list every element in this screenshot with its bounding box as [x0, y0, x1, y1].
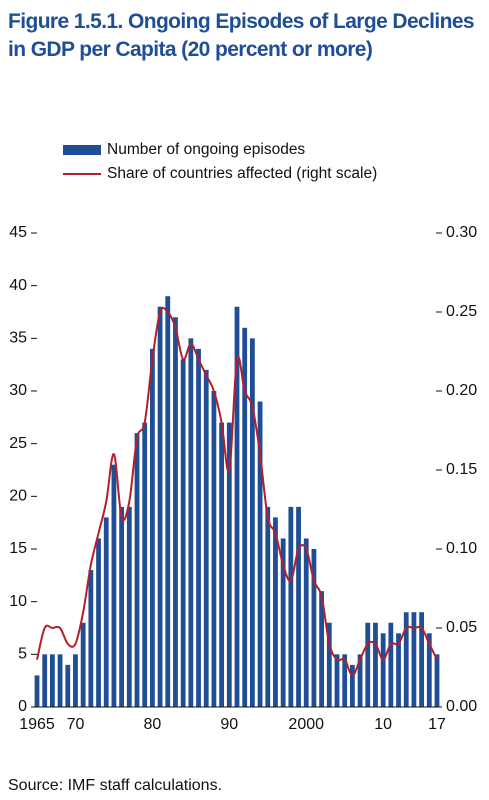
bar — [334, 654, 340, 707]
bar — [249, 338, 255, 707]
y2-tick-label: 0.25 — [446, 303, 477, 320]
legend-label: Number of ongoing episodes — [107, 141, 305, 158]
bar — [242, 327, 248, 707]
y-tick-label: 45 — [9, 224, 27, 241]
bar — [342, 654, 348, 707]
bar — [434, 654, 440, 707]
bar — [388, 622, 394, 707]
x-tick-label: 10 — [374, 716, 392, 733]
bar — [411, 612, 417, 707]
bar — [80, 622, 86, 707]
bar — [226, 422, 232, 707]
bar — [49, 654, 55, 707]
chart-title: Figure 1.5.1. Ongoing Episodes of Large … — [8, 10, 475, 61]
bar — [96, 538, 101, 707]
y-tick-label: 40 — [9, 277, 27, 294]
bar — [88, 570, 94, 707]
bar — [157, 306, 163, 707]
bar — [126, 506, 132, 707]
bar — [103, 517, 109, 707]
bar — [219, 422, 225, 707]
y2-tick-label: 0.00 — [446, 698, 477, 715]
bar — [288, 506, 294, 707]
bar — [380, 633, 386, 707]
bar — [142, 422, 148, 707]
x-tick-label: 17 — [428, 716, 446, 733]
bar — [119, 506, 125, 707]
bar — [57, 654, 63, 707]
bar — [111, 464, 117, 707]
bar — [134, 433, 140, 707]
y2-tick-label: 0.10 — [446, 540, 477, 557]
y-tick-label: 0 — [18, 698, 27, 715]
y2-tick-label: 0.05 — [446, 619, 477, 636]
legend-swatch — [63, 145, 101, 155]
bar — [234, 306, 240, 707]
bar — [211, 391, 217, 707]
x-tick-label: 90 — [220, 716, 238, 733]
y-tick-label: 35 — [9, 330, 27, 347]
bar — [426, 633, 432, 707]
bar — [396, 633, 401, 707]
bar — [73, 654, 78, 707]
bar — [303, 538, 309, 707]
x-tick-label: 70 — [67, 716, 85, 733]
bar — [326, 622, 332, 707]
y-tick-label: 25 — [9, 435, 27, 452]
bar — [296, 506, 301, 707]
x-tick-label: 2000 — [288, 716, 324, 733]
bar — [311, 549, 317, 707]
bar — [173, 317, 178, 707]
bar — [203, 369, 209, 707]
y2-tick-label: 0.30 — [446, 224, 477, 241]
bar — [319, 591, 325, 707]
y2-tick-label: 0.20 — [446, 382, 477, 399]
bar — [196, 348, 201, 707]
y2-tick-label: 0.15 — [446, 461, 477, 478]
bar — [149, 348, 155, 707]
bar — [265, 506, 271, 707]
bar — [188, 338, 194, 707]
bar — [65, 664, 71, 707]
bar — [180, 359, 186, 707]
bar — [373, 622, 378, 707]
bar — [365, 622, 371, 707]
bar — [403, 612, 409, 707]
bar — [165, 296, 171, 707]
bar — [34, 675, 40, 707]
y-tick-label: 5 — [18, 646, 27, 663]
y-tick-label: 30 — [9, 382, 27, 399]
legend-label: Share of countries affected (right scale… — [107, 165, 377, 182]
bar — [42, 654, 48, 707]
bar — [257, 401, 263, 707]
bar — [357, 654, 363, 707]
x-tick-label: 1965 — [19, 716, 55, 733]
y-tick-label: 10 — [9, 593, 27, 610]
bar — [280, 538, 286, 707]
y-tick-label: 15 — [9, 540, 27, 557]
bar — [273, 517, 278, 707]
bar — [419, 612, 425, 707]
line — [36, 306, 438, 677]
note: Source: IMF staff calculations. — [8, 777, 222, 794]
bar — [349, 664, 355, 707]
y-tick-label: 20 — [9, 488, 27, 505]
x-tick-label: 80 — [143, 716, 161, 733]
